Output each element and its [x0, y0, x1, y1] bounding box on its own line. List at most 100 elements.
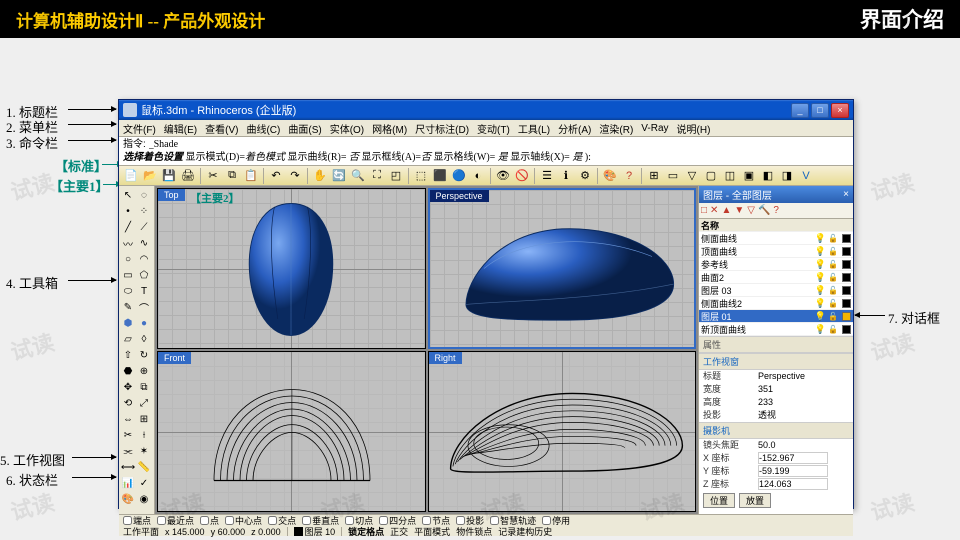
cam-y-input[interactable] [758, 465, 828, 477]
curve-icon[interactable]: 〰 [120, 235, 136, 251]
viewport-perspective[interactable]: Perspective [428, 188, 697, 349]
layer-row[interactable]: 顶面曲线💡🔓 [699, 245, 853, 258]
layer-tools-icon[interactable]: 🔨 [758, 205, 770, 216]
layer-up-icon[interactable]: ▲ [721, 205, 731, 216]
layer-row[interactable]: 曲面2💡🔓 [699, 271, 853, 284]
line-icon[interactable]: ╱ [120, 219, 136, 235]
analyze-icon[interactable]: 📊 [120, 475, 136, 491]
minimize-button[interactable]: _ [791, 103, 809, 118]
circle-icon[interactable]: ○ [120, 251, 136, 267]
undo-icon[interactable]: ↶ [267, 167, 285, 185]
rotate-obj-icon[interactable]: ⟲ [120, 395, 136, 411]
layer-row[interactable]: 侧面曲线2💡🔓 [699, 297, 853, 310]
help-icon[interactable]: ? [620, 167, 638, 185]
cam-x-input[interactable] [758, 452, 828, 464]
osnap-item[interactable]: 停用 [542, 515, 570, 526]
check-icon[interactable]: ✓ [136, 475, 152, 491]
sphere-icon[interactable]: ● [136, 315, 152, 331]
open-icon[interactable]: 📂 [141, 167, 159, 185]
loft-icon[interactable]: ◊ [136, 331, 152, 347]
curve-tools-icon[interactable]: ✎ [120, 299, 136, 315]
surface-icon[interactable]: ▱ [120, 331, 136, 347]
extrude-icon[interactable]: ⇧ [120, 347, 136, 363]
cut-icon[interactable]: ✂ [204, 167, 222, 185]
polyline-icon[interactable]: ⟋ [136, 219, 152, 235]
sel-icon[interactable]: ▢ [702, 167, 720, 185]
wireframe-icon[interactable]: ⬚ [412, 167, 430, 185]
split-icon[interactable]: ⟊ [136, 427, 152, 443]
pointer-icon[interactable]: ↖ [120, 187, 136, 203]
move-icon[interactable]: ✥ [120, 379, 136, 395]
osnap-item[interactable]: 垂直点 [302, 515, 339, 526]
ellipse-icon[interactable]: ⬭ [120, 283, 136, 299]
maximize-button[interactable]: □ [811, 103, 829, 118]
layer-list[interactable]: 侧面曲线💡🔓顶面曲线💡🔓参考线💡🔓曲面2💡🔓图层 03💡🔓侧面曲线2💡🔓图层 0… [699, 232, 853, 336]
position-button[interactable]: 位置 [703, 493, 735, 508]
viewport-top[interactable]: Top 【主要2】 [157, 188, 426, 349]
layer-row[interactable]: 图层 01💡🔓 [699, 310, 853, 323]
vray-icon[interactable]: V [797, 167, 815, 185]
menu-render[interactable]: 渲染(R) [599, 121, 633, 136]
render2-icon[interactable]: 🎨 [120, 491, 136, 507]
command-input[interactable] [149, 139, 709, 150]
hide-icon[interactable]: 🚫 [513, 167, 531, 185]
layers-icon[interactable]: ☰ [538, 167, 556, 185]
layer-new-icon[interactable]: □ [701, 205, 707, 216]
status-item[interactable]: 记录建构历史 [498, 526, 552, 537]
misc-icon[interactable]: ▣ [740, 167, 758, 185]
menu-transform[interactable]: 变动(T) [477, 121, 510, 136]
rendered-icon[interactable]: 🔵 [450, 167, 468, 185]
solid-tools-icon[interactable]: ⬣ [120, 363, 136, 379]
close-button[interactable]: × [831, 103, 849, 118]
trim-icon[interactable]: ✂ [120, 427, 136, 443]
point-icon[interactable]: • [120, 203, 136, 219]
rect-icon[interactable]: ▭ [120, 267, 136, 283]
polygon-icon[interactable]: ⬠ [136, 267, 152, 283]
osnap-item[interactable]: 智慧轨迹 [490, 515, 536, 526]
arc-icon[interactable]: ◠ [136, 251, 152, 267]
array-icon[interactable]: ⊞ [136, 411, 152, 427]
pan-icon[interactable]: ✋ [311, 167, 329, 185]
render-icon[interactable]: 🎨 [601, 167, 619, 185]
save-icon[interactable]: 💾 [160, 167, 178, 185]
zoom-icon[interactable]: 🔍 [349, 167, 367, 185]
shaded-icon[interactable]: ⬛ [431, 167, 449, 185]
box-icon[interactable]: ⬢ [120, 315, 136, 331]
cplane-icon[interactable]: ⊞ [645, 167, 663, 185]
paste-icon[interactable]: 📋 [242, 167, 260, 185]
layer-del-icon[interactable]: ✕ [710, 205, 718, 216]
viewport-right[interactable]: Right [428, 351, 697, 512]
osnap-item[interactable]: 最近点 [157, 515, 194, 526]
cam-z-input[interactable] [758, 478, 828, 490]
cmd-options[interactable]: 选择着色设置 显示模式(D)=着色模式 显示曲线(R)= 否 显示框线(A)=否… [123, 151, 849, 164]
copy-icon[interactable]: ⧉ [223, 167, 241, 185]
ghosted-icon[interactable]: ◐ [469, 167, 487, 185]
revolve-icon[interactable]: ↻ [136, 347, 152, 363]
misc2-icon[interactable]: ◧ [759, 167, 777, 185]
copy-obj-icon[interactable]: ⧉ [136, 379, 152, 395]
mirror-icon[interactable]: ⇔ [120, 411, 136, 427]
osnap-item[interactable]: 投影 [456, 515, 484, 526]
layer-row[interactable]: 侧面曲线💡🔓 [699, 232, 853, 245]
layer-filter-icon[interactable]: ▽ [747, 205, 755, 216]
menu-curve[interactable]: 曲线(C) [246, 121, 280, 136]
join-icon[interactable]: ⫘ [120, 443, 136, 459]
status-item[interactable]: 锁定格点 [348, 526, 384, 537]
osnap-item[interactable]: 中心点 [225, 515, 262, 526]
osnap-item[interactable]: 点 [200, 515, 219, 526]
options-icon[interactable]: ⚙ [576, 167, 594, 185]
filter-icon[interactable]: ▽ [683, 167, 701, 185]
points-icon[interactable]: ⁘ [136, 203, 152, 219]
status-item[interactable]: 正交 [390, 526, 408, 537]
dim-icon[interactable]: ⟷ [120, 459, 136, 475]
menu-mesh[interactable]: 网格(M) [372, 121, 407, 136]
menu-solid[interactable]: 实体(O) [330, 121, 364, 136]
layer-down-icon[interactable]: ▼ [734, 205, 744, 216]
titlebar[interactable]: 鼠标.3dm - Rhinoceros (企业版) _ □ × [119, 100, 853, 120]
layer-row[interactable]: 新顶面曲线💡🔓 [699, 323, 853, 336]
menu-tools[interactable]: 工具(L) [518, 121, 550, 136]
osnap-item[interactable]: 端点 [123, 515, 151, 526]
menu-dimension[interactable]: 尺寸标注(D) [415, 121, 469, 136]
properties-icon[interactable]: ℹ [557, 167, 575, 185]
layer-row[interactable]: 图层 03💡🔓 [699, 284, 853, 297]
